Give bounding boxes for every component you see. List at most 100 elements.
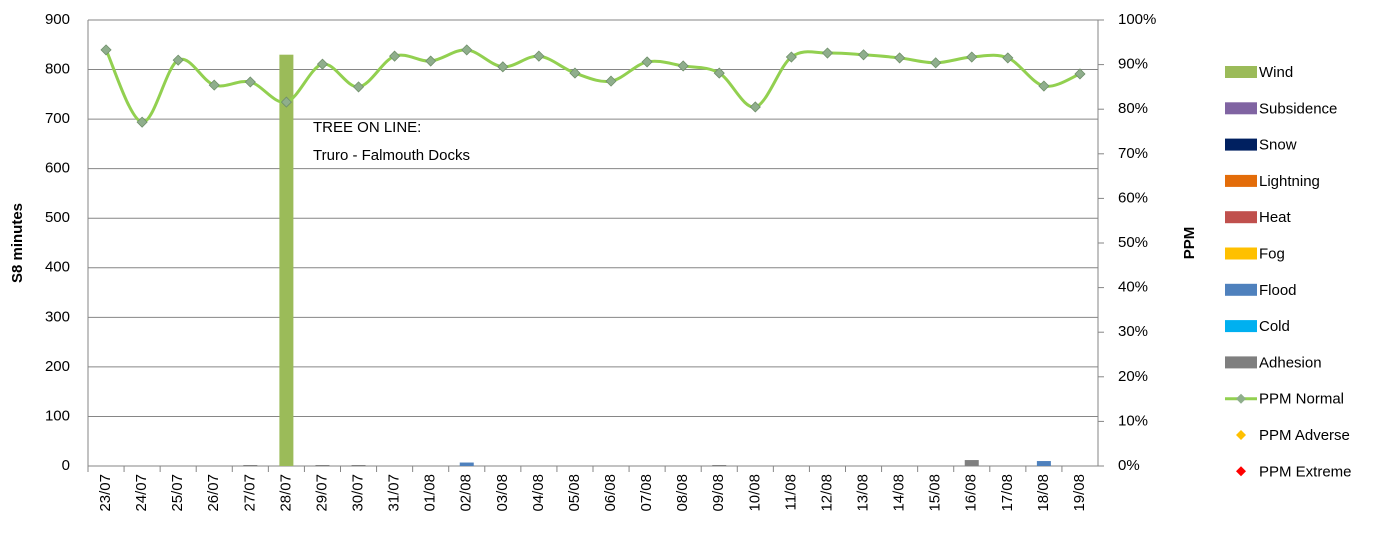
marker: [136, 116, 148, 128]
x-tick-label: 14/08: [891, 474, 908, 512]
legend-label: Subsidence: [1259, 100, 1337, 117]
annotation: TREE ON LINE:: [313, 119, 421, 136]
y-tick-label: 800: [45, 61, 70, 78]
y-tick-label: 900: [45, 11, 70, 28]
marker: [1038, 80, 1050, 92]
legend-label: Fog: [1259, 245, 1285, 262]
x-tick-label: 24/07: [133, 474, 150, 512]
legend-marker: [1236, 430, 1246, 440]
y-tick-label: 500: [45, 209, 70, 226]
x-tick-label: 01/08: [422, 474, 439, 512]
x-tick-label: 27/07: [241, 474, 258, 512]
annotation: Truro - Falmouth Docks: [313, 147, 470, 164]
y-tick-label: 400: [45, 259, 70, 276]
legend-label: Heat: [1259, 209, 1292, 226]
legend-marker: [1236, 466, 1246, 477]
x-tick-label: 28/07: [277, 474, 294, 512]
bar: [243, 465, 258, 466]
legend-swatch: [1225, 138, 1257, 151]
x-tick-label: 12/08: [818, 474, 835, 512]
marker: [100, 44, 112, 56]
marker: [713, 67, 725, 79]
bar: [964, 460, 979, 466]
marker: [244, 76, 256, 88]
y2-tick-label: 0%: [1118, 457, 1140, 474]
legend-swatch: [1225, 247, 1257, 260]
marker: [605, 75, 617, 87]
marker: [930, 57, 942, 69]
legend-swatch: [1225, 174, 1257, 187]
y-tick-label: 700: [45, 110, 70, 127]
x-tick-label: 09/08: [710, 474, 727, 512]
x-tick-label: 19/08: [1071, 474, 1088, 512]
y2-tick-label: 40%: [1118, 279, 1148, 296]
marker: [677, 60, 689, 72]
x-tick-label: 15/08: [927, 474, 944, 512]
legend-label: Lightning: [1259, 173, 1320, 190]
marker: [280, 96, 292, 108]
legend-label: PPM Extreme: [1259, 463, 1352, 480]
x-tick-label: 13/08: [855, 474, 872, 512]
y-axis-label: S8 minutes: [9, 203, 26, 283]
legend-label: PPM Normal: [1259, 391, 1344, 408]
x-tick-label: 23/07: [97, 474, 114, 512]
marker: [641, 56, 653, 68]
x-tick-label: 11/08: [782, 474, 799, 510]
marker: [785, 51, 797, 63]
marker: [569, 67, 581, 79]
marker: [389, 50, 401, 62]
x-tick-label: 31/07: [386, 474, 403, 512]
bar: [315, 465, 330, 466]
marker: [1002, 52, 1014, 64]
legend-label: Snow: [1259, 137, 1297, 154]
x-tick-label: 05/08: [566, 474, 583, 512]
x-tick-label: 16/08: [963, 474, 980, 512]
marker: [1074, 68, 1086, 80]
x-tick-label: 07/08: [638, 474, 655, 512]
y2-tick-label: 80%: [1118, 100, 1148, 117]
legend-swatch: [1225, 356, 1257, 369]
x-tick-label: 30/07: [350, 474, 367, 512]
marker: [172, 54, 184, 66]
y2-tick-label: 10%: [1118, 412, 1148, 429]
legend-label: PPM Adverse: [1259, 427, 1350, 444]
x-tick-label: 03/08: [494, 474, 511, 512]
y2-axis-label: PPM: [1181, 227, 1198, 260]
marker: [497, 61, 509, 73]
x-tick-label: 29/07: [313, 474, 330, 512]
y2-tick-label: 70%: [1118, 145, 1148, 162]
marker: [352, 81, 365, 93]
y2-tick-label: 90%: [1118, 56, 1148, 73]
marker: [966, 51, 978, 63]
legend-label: Cold: [1259, 318, 1290, 335]
marker: [316, 58, 329, 70]
marker: [461, 44, 473, 56]
legend-swatch: [1225, 320, 1257, 333]
marker: [425, 55, 437, 67]
marker: [208, 79, 220, 91]
y-tick-label: 300: [45, 308, 70, 325]
legend-label: Adhesion: [1259, 354, 1322, 371]
bar: [712, 465, 727, 466]
x-tick-label: 02/08: [458, 474, 475, 512]
bar: [459, 462, 474, 466]
legend-swatch: [1225, 211, 1257, 224]
y2-tick-label: 20%: [1118, 368, 1148, 385]
bar: [279, 54, 294, 466]
x-tick-label: 06/08: [602, 474, 619, 512]
legend-marker: [1236, 393, 1246, 404]
legend-swatch: [1225, 283, 1257, 296]
x-tick-label: 18/08: [1035, 474, 1052, 512]
y-tick-label: 600: [45, 160, 70, 177]
y-tick-label: 0: [62, 457, 70, 474]
x-tick-label: 25/07: [169, 474, 186, 512]
bar: [1036, 461, 1051, 466]
x-tick-label: 10/08: [746, 474, 763, 512]
marker: [749, 101, 761, 113]
x-tick-label: 26/07: [205, 474, 222, 512]
y2-tick-label: 60%: [1118, 189, 1148, 206]
legend-label: Wind: [1259, 64, 1293, 81]
x-tick-label: 08/08: [674, 474, 691, 512]
marker: [821, 47, 834, 59]
y2-tick-label: 100%: [1118, 11, 1156, 28]
